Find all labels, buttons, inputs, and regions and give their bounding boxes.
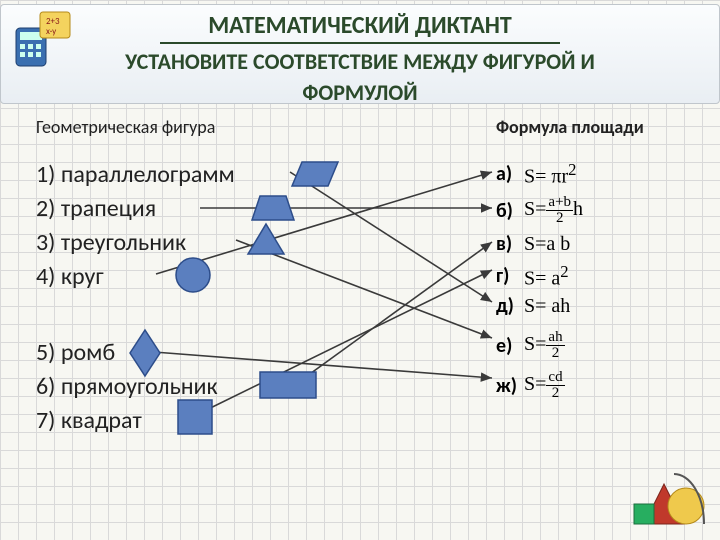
shape-item-6: 6) прямоугольник [36, 372, 218, 401]
title-underline [160, 42, 560, 44]
geometry-icon [624, 454, 714, 534]
formula-b: б)S=a+b2h [496, 195, 583, 226]
shape-item-5: 5) ромб [36, 338, 115, 367]
formula-a-text: S= πr2 [524, 160, 577, 189]
formula-d-text: S= ah [524, 295, 570, 318]
right-column-header: Формула площади [496, 116, 644, 138]
subtitle-line2: ФОРМУЛОЙ [1, 79, 719, 106]
formula-zh-text: S=cd2 [524, 370, 565, 401]
shape-item-1: 1) параллелограмм [36, 160, 235, 189]
formula-e: е)S=ah2 [496, 330, 565, 361]
formula-b-text: S=a+b2h [524, 195, 583, 226]
shape-item-7: 7) квадрат [36, 406, 142, 435]
formula-v-text: S=a b [524, 233, 570, 256]
shape-item-4: 4) круг [36, 262, 104, 291]
left-column-header: Геометрическая фигура [36, 116, 215, 138]
header-panel: МАТЕМАТИЧЕСКИЙ ДИКТАНТ УСТАНОВИТЕ СООТВЕ… [0, 4, 720, 104]
subtitle-line1: УСТАНОВИТЕ СООТВЕТСТВИЕ МЕЖДУ ФИГУРОЙ И [1, 48, 719, 75]
shape-item-2: 2) трапеция [36, 194, 156, 223]
formula-e-text: S=ah2 [524, 330, 565, 361]
svg-text:x·y: x·y [46, 26, 57, 37]
formula-v: в)S=a b [496, 232, 570, 256]
formula-a: а)S= πr2 [496, 160, 577, 189]
math-icon: 2+3 x·y [6, 6, 76, 76]
shape-item-3: 3) треугольник [36, 228, 186, 257]
formula-d: д)S= ah [496, 294, 570, 318]
formula-zh: ж)S=cd2 [496, 370, 565, 401]
page-title: МАТЕМАТИЧЕСКИЙ ДИКТАНТ [1, 11, 719, 40]
formula-g: г)S= a2 [496, 262, 569, 291]
formula-g-text: S= a2 [524, 262, 569, 291]
